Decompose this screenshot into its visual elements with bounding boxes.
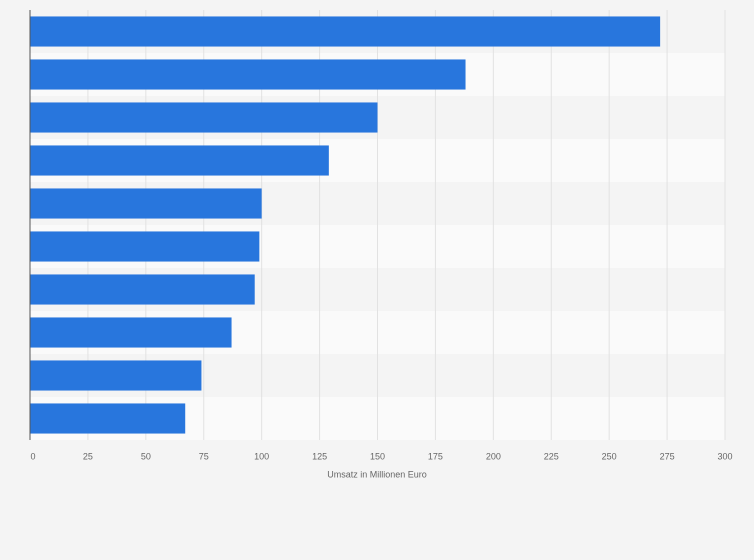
bar <box>30 317 232 348</box>
x-tick-label: 150 <box>370 451 385 461</box>
x-tick-label: 175 <box>428 451 443 461</box>
bar <box>30 145 329 176</box>
x-tick-label: 100 <box>254 451 269 461</box>
bar <box>30 274 255 305</box>
bar <box>30 188 262 219</box>
x-tick-label: 225 <box>544 451 559 461</box>
bar <box>30 231 260 262</box>
bar <box>30 403 186 434</box>
x-tick-label: 50 <box>141 451 151 461</box>
x-tick-label: 0 <box>30 451 35 461</box>
x-tick-label: 250 <box>602 451 617 461</box>
bar <box>30 59 466 90</box>
x-tick-label: 200 <box>486 451 501 461</box>
x-tick-label: 300 <box>717 451 732 461</box>
bar <box>30 16 661 47</box>
x-tick-label: 75 <box>199 451 209 461</box>
x-tick-label: 275 <box>660 451 675 461</box>
x-tick-label: 25 <box>83 451 93 461</box>
x-axis-label: Umsatz in Millionen Euro <box>327 469 427 479</box>
x-tick-label: 125 <box>312 451 327 461</box>
bar <box>30 102 378 133</box>
bar <box>30 360 202 391</box>
